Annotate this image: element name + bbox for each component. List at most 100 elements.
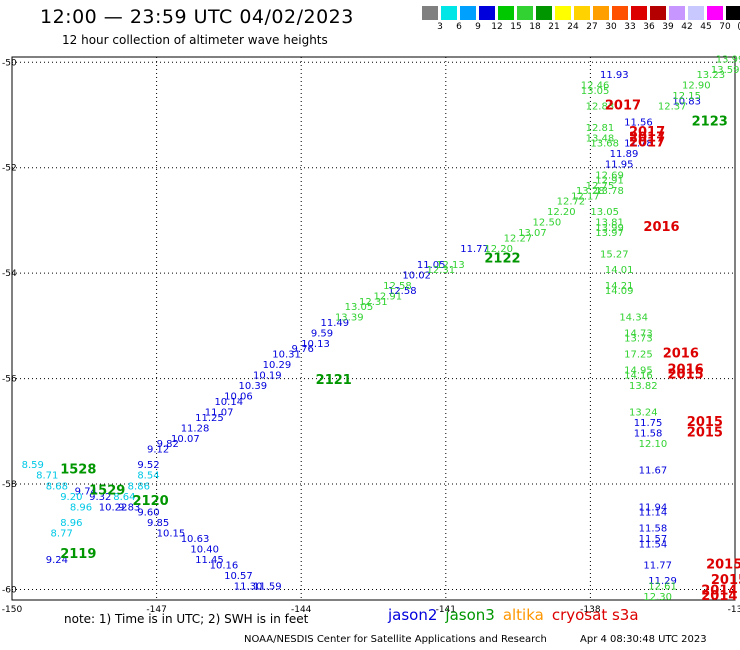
data-point-label: 13.39 bbox=[335, 313, 364, 324]
time-annotation: 2015 bbox=[706, 557, 740, 572]
data-point-label: 12.81 bbox=[586, 123, 615, 134]
scale-swatch bbox=[536, 6, 552, 20]
data-point-label: 11.56 bbox=[624, 118, 653, 129]
data-point-label: 8.71 bbox=[36, 471, 58, 482]
scale-label: 30 bbox=[605, 22, 617, 32]
time-annotation: 2015 bbox=[687, 415, 723, 430]
data-point-label: 15.27 bbox=[600, 249, 629, 260]
data-point-label: 11.07 bbox=[205, 407, 234, 418]
x-tick-label: -13 bbox=[728, 605, 740, 615]
data-point-label: 13.05 bbox=[581, 86, 610, 97]
data-point-label: 11.75 bbox=[634, 418, 663, 429]
data-point-label: 11.25 bbox=[195, 413, 224, 424]
data-point-label: 13.81 bbox=[595, 218, 624, 229]
data-point-label: 11.30 bbox=[234, 581, 263, 592]
scale-swatch bbox=[517, 6, 533, 20]
data-point-label: 11.14 bbox=[639, 508, 668, 519]
time-annotation: 2016 bbox=[663, 346, 699, 361]
data-point-label: 9.76 bbox=[292, 344, 314, 355]
data-point-label: 12.90 bbox=[682, 81, 711, 92]
data-point-label: 12.83 bbox=[586, 102, 615, 113]
time-annotation: 2123 bbox=[692, 115, 728, 130]
scale-swatch bbox=[498, 6, 514, 20]
scale-swatch bbox=[707, 6, 723, 20]
data-point-label: 9.85 bbox=[147, 518, 169, 529]
data-point-label: 11.57 bbox=[639, 534, 668, 545]
scale-swatch bbox=[612, 6, 628, 20]
data-point-label: 11.45 bbox=[195, 555, 224, 566]
data-point-label: 8.68 bbox=[46, 481, 68, 492]
legend-entry: jason2 bbox=[388, 606, 438, 624]
data-point-label: 11.54 bbox=[639, 539, 668, 550]
scale-label: 6 bbox=[456, 22, 462, 32]
data-point-label: 12.31 bbox=[427, 265, 456, 276]
data-point-label: 14.09 bbox=[605, 286, 634, 297]
data-point-label: 9.12 bbox=[147, 444, 169, 455]
time-annotation: 2017 bbox=[629, 130, 665, 145]
data-point-label: 10.13 bbox=[301, 339, 330, 350]
data-point-label: 10.31 bbox=[272, 349, 301, 360]
data-point-label: 14.34 bbox=[619, 313, 648, 324]
data-point-label: 10.57 bbox=[224, 571, 253, 582]
data-point-label: 10.19 bbox=[253, 371, 282, 382]
scale-label: 45 bbox=[700, 22, 712, 32]
data-point-label: 12.50 bbox=[533, 218, 562, 229]
scale-label: 36 bbox=[643, 22, 655, 32]
data-point-label: 13.97 bbox=[595, 228, 624, 239]
scale-label: 18 bbox=[529, 22, 541, 32]
data-point-label: 13.24 bbox=[629, 407, 658, 418]
timestamp: Apr 4 08:30:48 UTC 2023 bbox=[580, 634, 707, 645]
legend-entry: jason3 bbox=[445, 606, 495, 624]
data-point-label: 12.13 bbox=[436, 260, 465, 271]
data-point-label: 9.59 bbox=[311, 328, 333, 339]
data-point-label: 12.91 bbox=[374, 292, 403, 303]
data-point-label: 11.78 bbox=[624, 139, 653, 150]
scale-label: (ft) bbox=[734, 22, 740, 32]
x-tick-label: -144 bbox=[291, 605, 312, 615]
data-point-label: 13.68 bbox=[590, 139, 619, 150]
data-point-label: 14.01 bbox=[605, 265, 634, 276]
data-point-label: 10.15 bbox=[157, 529, 186, 540]
y-tick-label: -50 bbox=[2, 58, 17, 68]
time-annotation: 2122 bbox=[484, 252, 520, 267]
y-tick-label: -52 bbox=[2, 164, 17, 174]
x-tick-label: -138 bbox=[580, 605, 601, 615]
legend-entry: cryosat s3a bbox=[551, 606, 639, 624]
scale-swatch bbox=[593, 6, 609, 20]
data-point-label: 9.83 bbox=[118, 502, 140, 513]
y-tick-label: -58 bbox=[2, 480, 17, 490]
data-point-label: 12.61 bbox=[648, 581, 677, 592]
scale-swatch bbox=[422, 6, 438, 20]
data-point-label: 12.20 bbox=[547, 207, 576, 218]
data-point-label: 14.95 bbox=[624, 365, 653, 376]
scale-label: 70 bbox=[719, 22, 731, 32]
data-point-label: 8.64 bbox=[113, 492, 135, 503]
x-tick-label: -147 bbox=[146, 605, 166, 615]
time-annotation: 2014 bbox=[701, 584, 737, 599]
scale-label: 33 bbox=[624, 22, 636, 32]
data-point-label: 13.05 bbox=[345, 302, 374, 313]
data-point-label: 11.49 bbox=[320, 318, 349, 329]
data-point-label: 11.58 bbox=[634, 429, 663, 440]
time-annotation: 2017 bbox=[629, 136, 665, 151]
scale-label: 21 bbox=[548, 22, 560, 32]
data-point-label: 12.30 bbox=[643, 592, 672, 603]
data-point-label: 13.82 bbox=[629, 381, 658, 392]
scale-label: 42 bbox=[681, 22, 693, 32]
data-point-label: 12.58 bbox=[388, 286, 417, 297]
data-point-label: 9.20 bbox=[60, 492, 82, 503]
data-point-label: 13.59 bbox=[711, 65, 740, 76]
credit-text: NOAA/NESDIS Center for Satellite Applica… bbox=[244, 634, 547, 645]
data-point-label: 12.91 bbox=[595, 176, 624, 187]
data-point-label: 11.28 bbox=[181, 423, 210, 434]
scale-swatch bbox=[555, 6, 571, 20]
y-tick-label: -56 bbox=[2, 375, 17, 385]
data-point-label: 12.17 bbox=[571, 191, 600, 202]
data-point-label: 11.93 bbox=[600, 70, 629, 81]
legend-entry: altika bbox=[502, 606, 544, 624]
time-annotation: 2017 bbox=[629, 125, 665, 140]
data-point-label: 10.40 bbox=[190, 545, 219, 556]
data-point-label: 10.39 bbox=[239, 381, 268, 392]
scale-label: 3 bbox=[437, 22, 443, 32]
